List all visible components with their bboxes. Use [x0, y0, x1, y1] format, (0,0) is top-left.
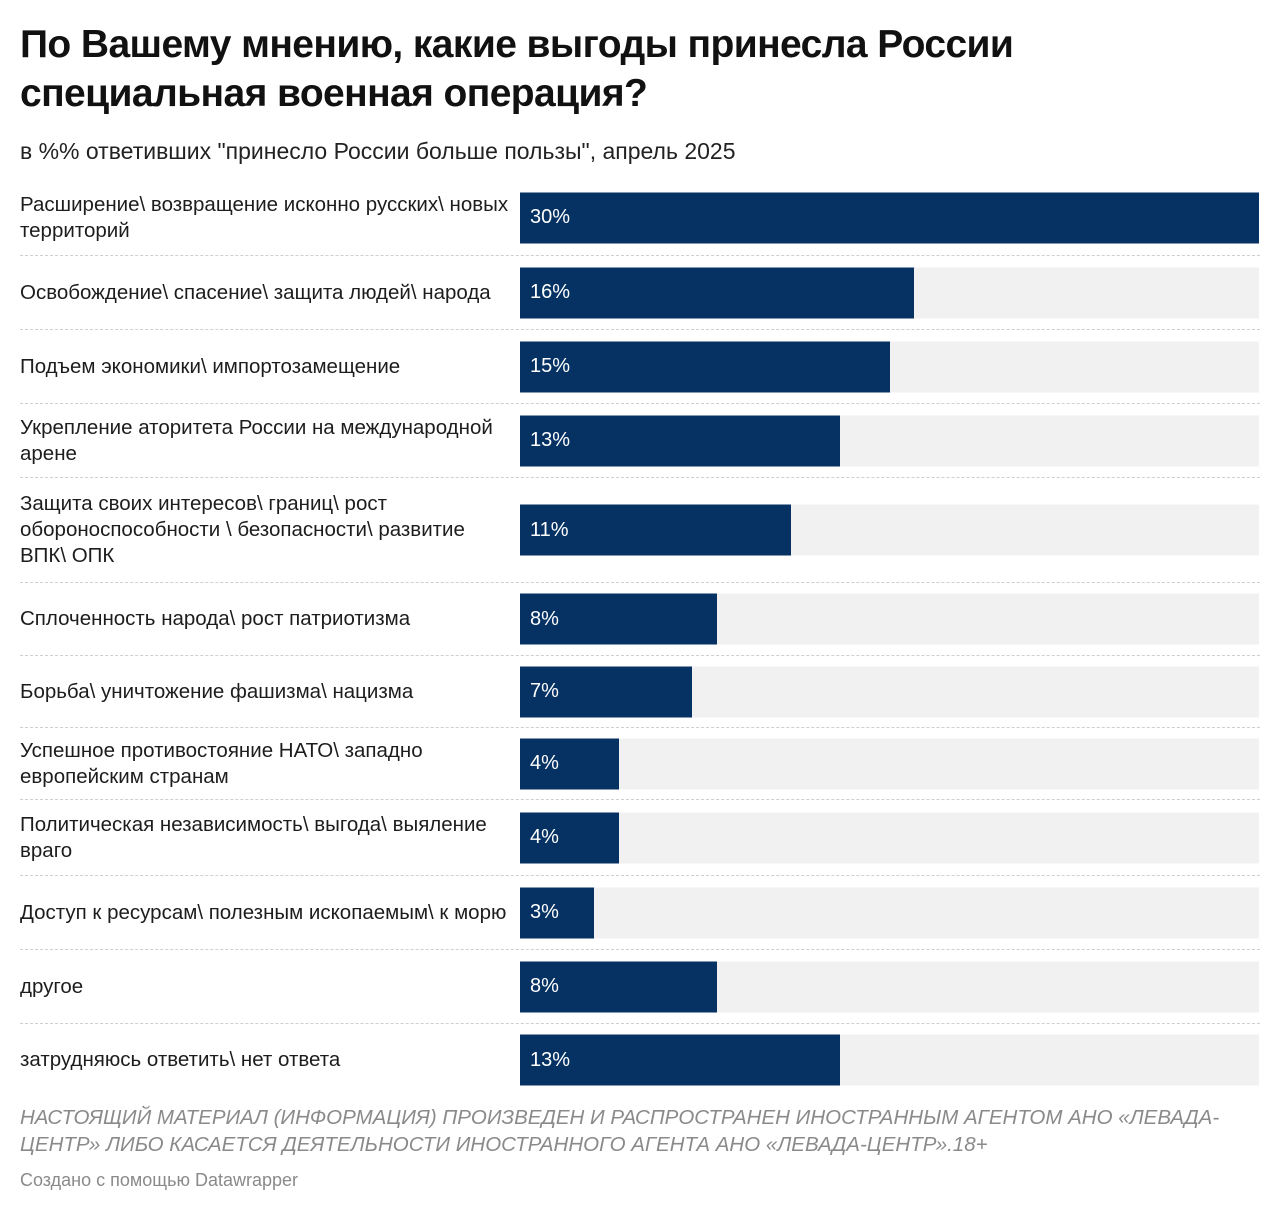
bar-value-label: 3% — [530, 901, 559, 923]
bar — [520, 1034, 841, 1086]
bar-value-label: 8% — [530, 975, 559, 997]
bar-value-label: 8% — [530, 607, 559, 630]
bar-row: Политическая независимость\ выгода\ выял… — [20, 800, 1260, 876]
bar-category-label: Освобождение\ спасение\ защита людей\ на… — [20, 280, 491, 304]
bar-row: Освобождение\ спасение\ защита людей\ на… — [20, 256, 1260, 330]
bar-value-label: 15% — [530, 355, 571, 377]
bar — [520, 812, 619, 863]
bar-value-label: 11% — [530, 518, 569, 541]
bar-row: Сплоченность народа\ рост патриотизма 8% — [20, 583, 1260, 656]
bar-row: Доступ к ресурсам\ полезным ископаемым\ … — [20, 876, 1260, 950]
datawrapper-credit: Создано с помощью Datawrapper — [20, 1170, 299, 1190]
bar-category-label: Успешное противостояние НАТО\ западно ев… — [20, 738, 423, 788]
bar-track: 16% — [520, 267, 1259, 318]
bar-track: 4% — [520, 812, 1259, 863]
bar-row: Успешное противостояние НАТО\ западно ев… — [20, 728, 1260, 800]
bar — [520, 666, 693, 717]
bar-track: 11% — [520, 504, 1259, 556]
bar — [520, 961, 718, 1012]
bar-track: 8% — [520, 961, 1259, 1012]
bar-track: 8% — [520, 593, 1259, 645]
bar-row: затрудняюсь ответить\ нет ответа 13% — [20, 1024, 1260, 1096]
bar-track: 13% — [520, 1034, 1259, 1086]
bar-value-label: 13% — [530, 429, 571, 451]
bar-row: другое 8% — [20, 950, 1260, 1024]
bar-value-label: 4% — [530, 752, 559, 774]
bar — [520, 341, 890, 392]
bar-track: 15% — [520, 341, 1259, 392]
bar-category-label: Расширение\ возвращение исконно русских\… — [20, 192, 509, 242]
chart-subtitle: в %% ответивших "принесло России больше … — [20, 138, 736, 164]
bar-value-label: 7% — [530, 680, 559, 702]
foreign-agent-notice: НАСТОЯЩИЙ МАТЕРИАЛ (ИНФОРМАЦИЯ) ПРОИЗВЕД… — [20, 1106, 1220, 1156]
bar-row: Расширение\ возвращение исконно русских\… — [20, 180, 1260, 256]
bar — [520, 738, 619, 789]
bar-category-label: Защита своих интересов\ границ\ рост обо… — [20, 492, 465, 567]
bar-row: Борьба\ уничтожение фашизма\ нацизма 7% — [20, 656, 1260, 728]
bar-category-label: Доступ к ресурсам\ полезным ископаемым\ … — [20, 900, 507, 924]
bar-value-label: 13% — [530, 1048, 571, 1071]
chart-title: По Вашему мнению, какие выгоды принесла … — [20, 23, 1014, 115]
bar-value-label: 4% — [530, 826, 559, 848]
bar-value-label: 30% — [530, 206, 571, 228]
bar-category-label: Укрепление аторитета России на междунаро… — [20, 415, 493, 465]
bar-category-label: затрудняюсь ответить\ нет ответа — [20, 1048, 341, 1071]
bar-category-label: Сплоченность народа\ рост патриотизма — [20, 607, 411, 630]
bar-row: Защита своих интересов\ границ\ рост обо… — [20, 478, 1260, 583]
bar-track: 7% — [520, 666, 1259, 717]
bar — [520, 267, 915, 318]
bar — [520, 887, 594, 938]
bar — [520, 504, 791, 556]
bar — [520, 192, 1259, 243]
bar-row: Подъем экономики\ импортозамещение 15% — [20, 330, 1260, 404]
bar-category-label: Политическая независимость\ выгода\ выял… — [20, 812, 487, 862]
bar-category-label: другое — [20, 974, 84, 998]
bar-category-label: Подъем экономики\ импортозамещение — [20, 354, 401, 378]
bar-value-label: 16% — [530, 281, 571, 303]
bar-track: 3% — [520, 887, 1259, 938]
bar-track: 13% — [520, 415, 1259, 466]
bar — [520, 415, 841, 466]
bar-chart: Расширение\ возвращение исконно русских\… — [20, 180, 1260, 1096]
bar-track: 4% — [520, 738, 1259, 789]
bar-row: Укрепление аторитета России на междунаро… — [20, 404, 1260, 478]
bar — [520, 593, 718, 645]
bar-track: 30% — [520, 192, 1259, 243]
bar-category-label: Борьба\ уничтожение фашизма\ нацизма — [20, 679, 414, 703]
